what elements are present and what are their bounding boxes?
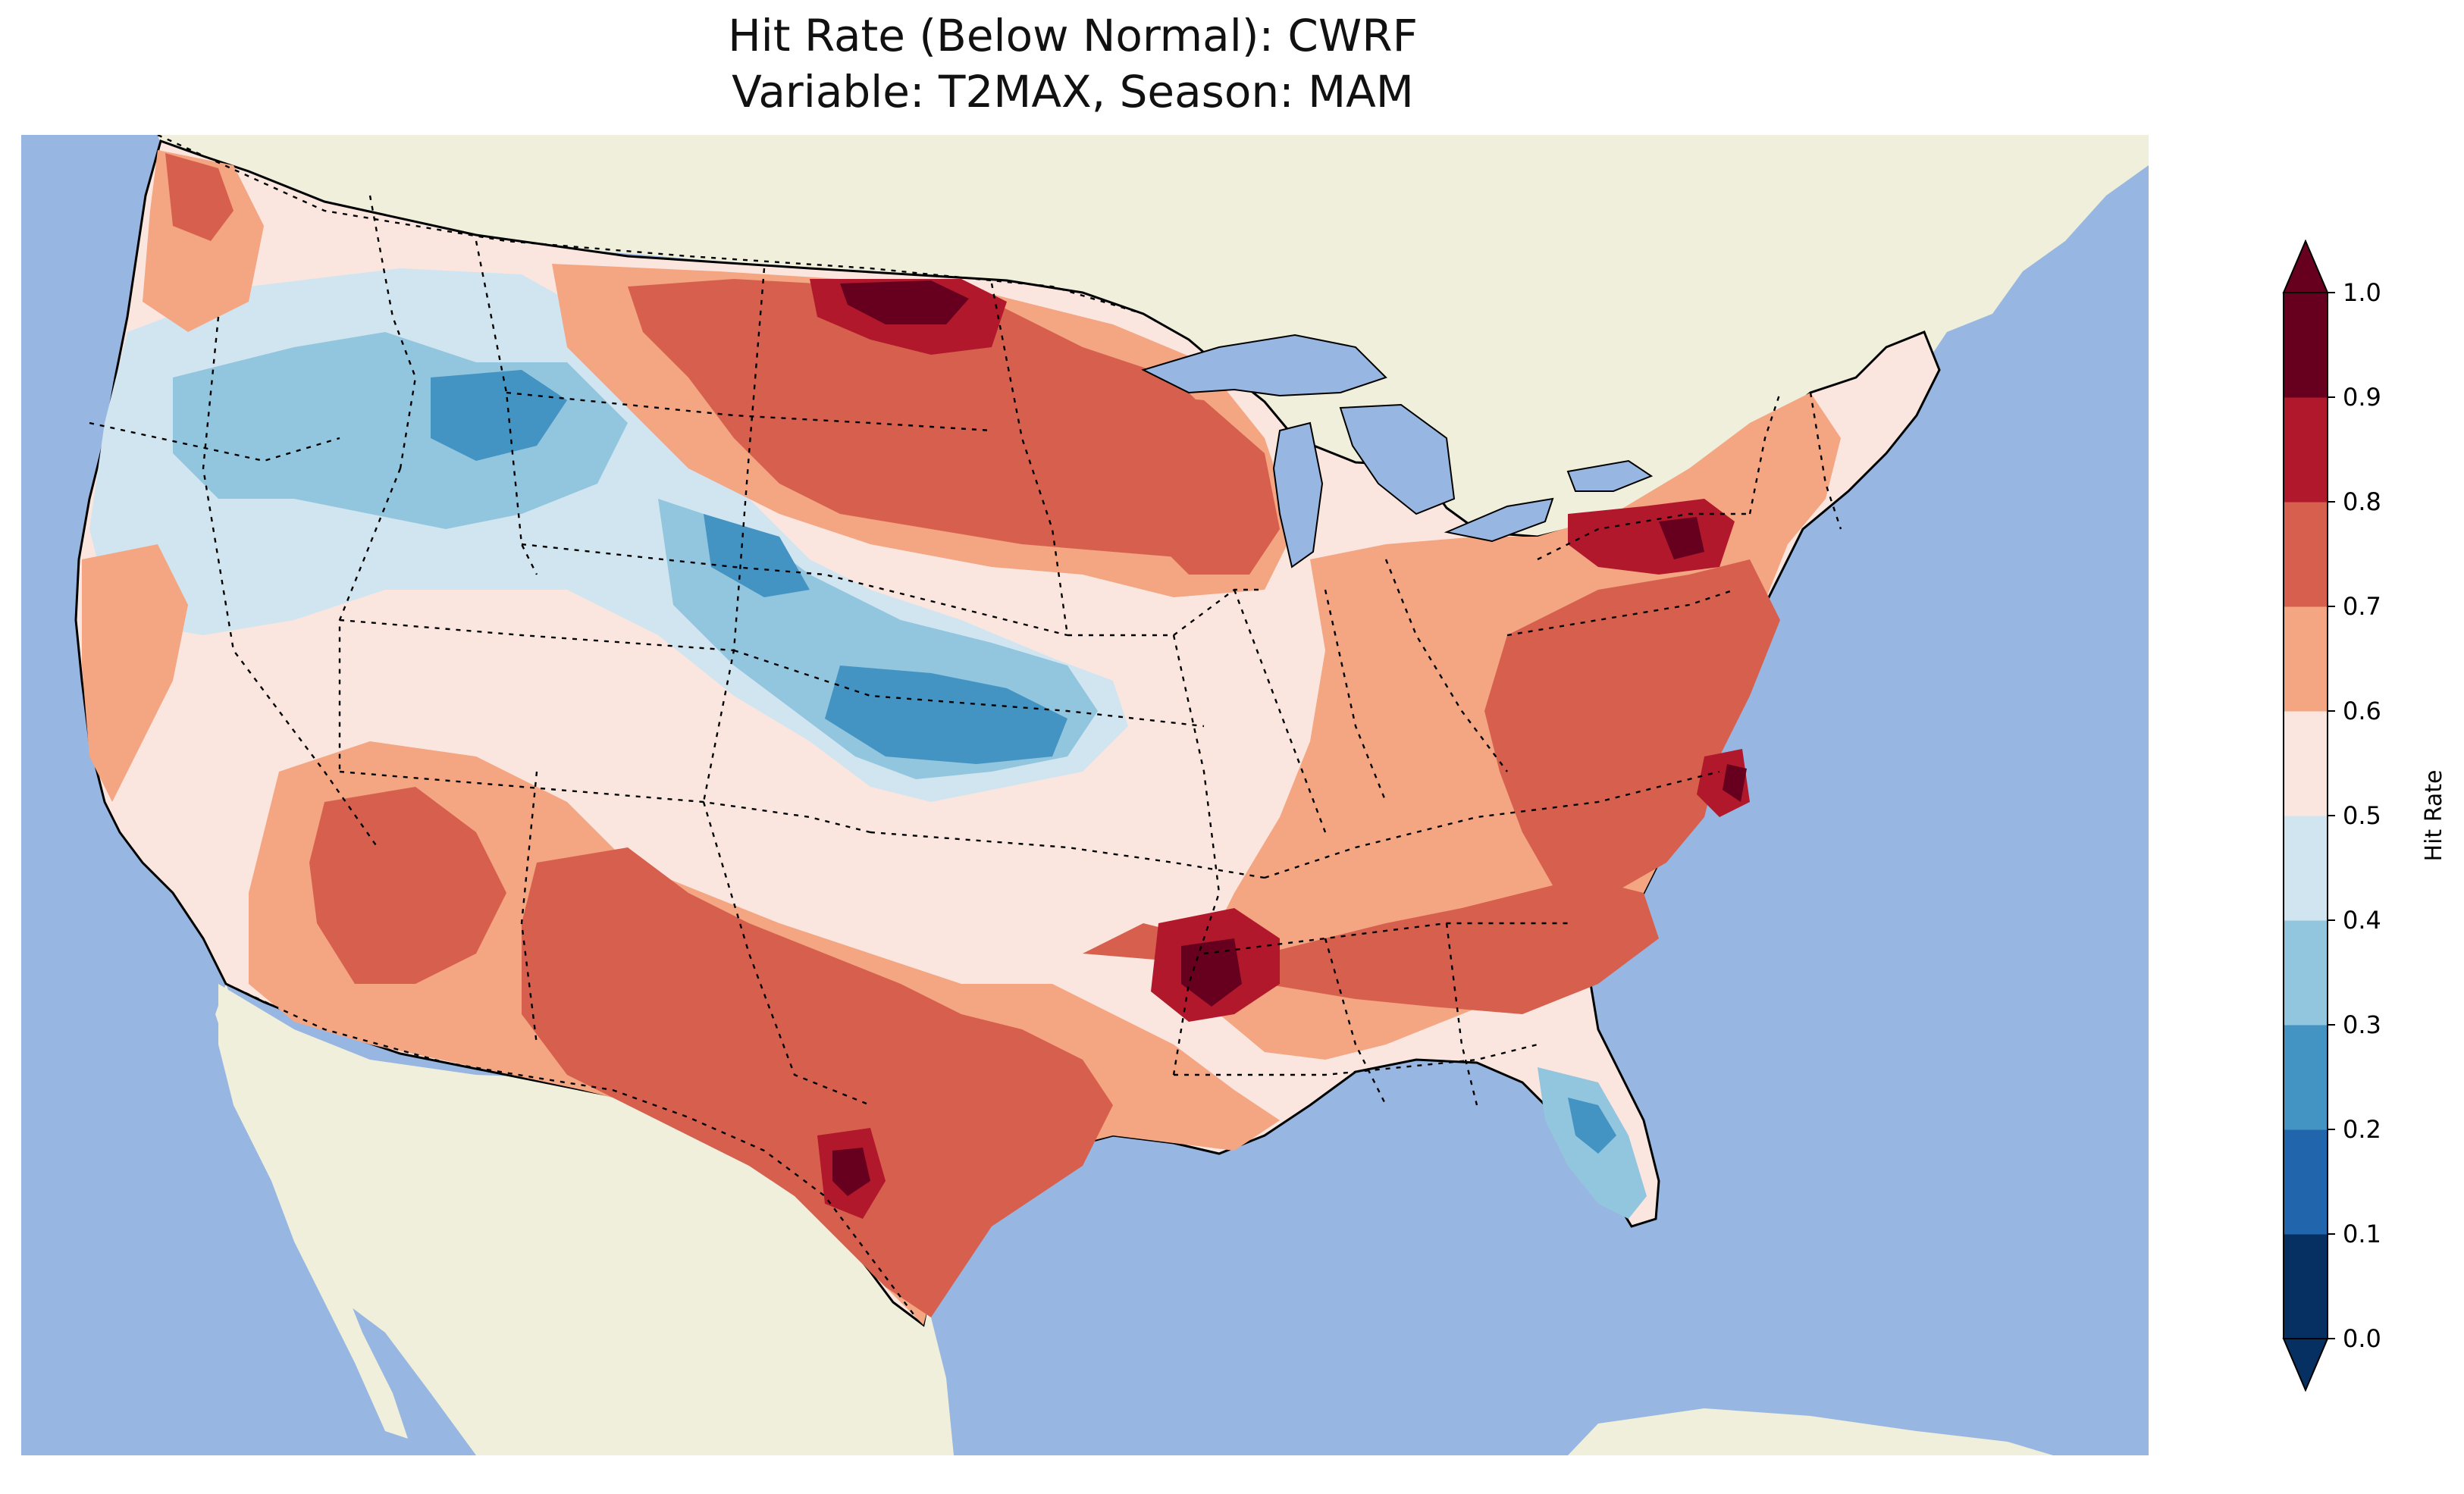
us-mexico-border: [225, 982, 917, 1318]
colorbar-bin-0.9-1.0: [2284, 293, 2328, 398]
colorbar-tick-label: 0.8: [2343, 487, 2381, 516]
mexico-land: [218, 984, 954, 1455]
colorbar-bin-0.4-0.5: [2284, 816, 2328, 921]
field-0.9-1.0-tx: [832, 1148, 870, 1196]
colorbar-tick-label: 0.5: [2343, 801, 2381, 830]
field-0.7-0.8-midwest: [1113, 393, 1280, 575]
colorbar-bin-0.1-0.2: [2284, 1129, 2328, 1235]
colorbar-label: Hit Rate: [2421, 770, 2447, 862]
map-title-line-1: Hit Rate (Below Normal): CWRF: [728, 10, 1418, 61]
colorbar-tick-label: 0.2: [2343, 1115, 2381, 1144]
field-0.2-0.3-florida: [1568, 1098, 1616, 1154]
colorbar-tick-label: 0.9: [2343, 383, 2381, 412]
field-0.9-1.0-pa: [1659, 517, 1704, 559]
colorbar-extend-max: [2282, 240, 2329, 293]
field-0.7-0.8-lower-miss: [1083, 878, 1659, 1014]
field-0.2-0.3-wy: [704, 514, 810, 597]
hit-rate-field: [82, 150, 1841, 1325]
hit-rate-map: [21, 135, 2149, 1455]
colorbar-extend-min: [2282, 1338, 2329, 1392]
colorbar-bin-0.6-0.7: [2284, 606, 2328, 712]
colorbar-bin-0.7-0.8: [2284, 502, 2328, 607]
colorbar-tick-label: 0.4: [2343, 906, 2381, 935]
state-borders: [89, 195, 1842, 1107]
field-0.7-0.8-wa: [165, 153, 234, 241]
lake-superior: [1141, 334, 1387, 397]
field-0.7-0.8-east: [1484, 559, 1780, 893]
map-title-line-2: Variable: T2MAX, Season: MAM: [732, 66, 1414, 117]
field-0.8-0.9-nc: [1697, 749, 1750, 817]
colorbar-bin-0.8-0.9: [2284, 397, 2328, 503]
colorbar: 0.0 0.1 0.2 0.3 0.4 0.5 0.6 0.7 0.8 0.9 1.0 Hit Ra…: [2282, 240, 2447, 1392]
colorbar-tick-label: 0.0: [2343, 1324, 2381, 1353]
colorbar-bin-0.0-0.1: [2284, 1234, 2328, 1339]
colorbar-bin-0.3-0.4: [2284, 920, 2328, 1026]
colorbar-bin-0.5-0.6: [2284, 711, 2328, 816]
colorbar-bin-0.2-0.3: [2284, 1025, 2328, 1130]
field-0.9-1.0-ms: [1181, 938, 1242, 1007]
colorbar-ticks: 0.0 0.1 0.2 0.3 0.4 0.5 0.6 0.7 0.8 0.9 1.0: [2328, 278, 2381, 1353]
colorbar-tick-label: 0.3: [2343, 1010, 2381, 1039]
field-0.9-1.0-nc: [1723, 764, 1747, 802]
field-0.9-1.0-nd: [840, 280, 969, 324]
field-0.7-0.8-southwest: [309, 787, 506, 984]
lake-michigan: [1272, 421, 1324, 568]
us-canada-border: [157, 135, 1144, 315]
colorbar-tick-label: 0.1: [2343, 1220, 2381, 1248]
colorbar-bins: [2282, 240, 2329, 1392]
great-lakes: [1141, 334, 1654, 568]
baja-land: [215, 984, 408, 1439]
canada-land: [158, 135, 2149, 544]
field-0.2-0.3-idaho: [431, 370, 567, 461]
colorbar-tick-label: 0.7: [2343, 592, 2381, 621]
lake-ontario: [1566, 459, 1654, 492]
field-0.7-0.8-nm-tx: [522, 847, 1113, 1317]
cuba-land: [1568, 1408, 2053, 1455]
lake-erie: [1444, 497, 1554, 543]
colorbar-tick-label: 0.6: [2343, 697, 2381, 725]
colorbar-tick-label: 1.0: [2343, 278, 2381, 307]
field-0.2-0.3-kansas: [825, 666, 1067, 764]
field-0.6-0.7-california: [82, 544, 188, 802]
field-0.7-0.8-north: [628, 279, 1249, 559]
lake-huron: [1339, 403, 1456, 515]
